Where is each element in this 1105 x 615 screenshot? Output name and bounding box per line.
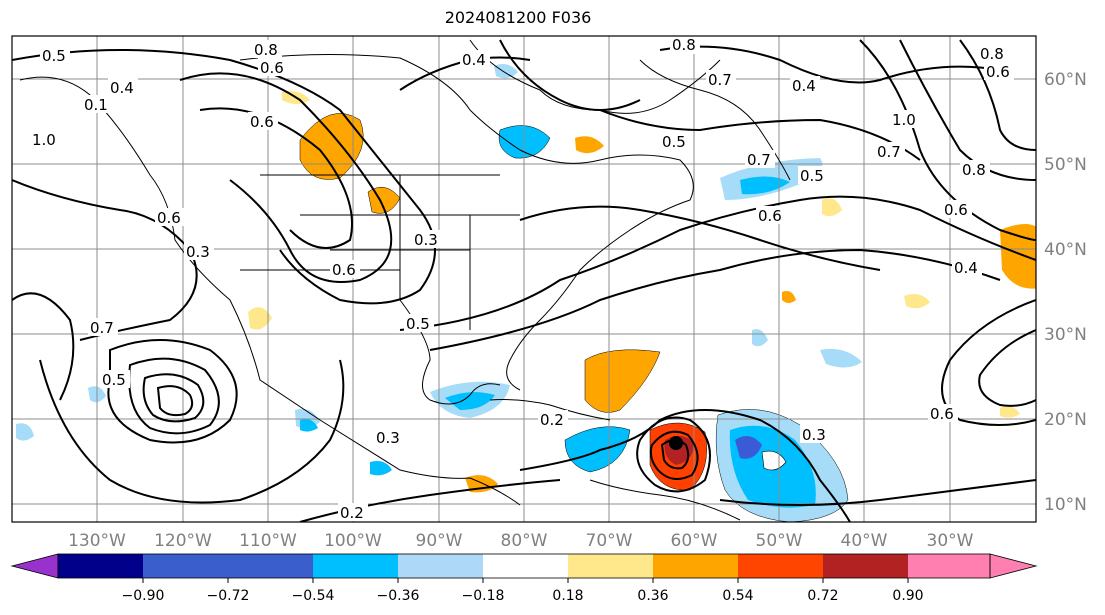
colorbar-extend-max <box>989 553 1038 579</box>
colorbar-outline <box>57 553 991 579</box>
colorbar-bin <box>568 554 653 578</box>
contour-label: 0.4 <box>792 77 816 95</box>
lat-label: 30°N <box>1044 325 1087 345</box>
contour-label: 0.8 <box>980 45 1004 63</box>
colorbar-tick-label: 0.90 <box>892 588 923 604</box>
contour-label: 0.6 <box>157 209 181 227</box>
colorbar-bin <box>313 554 398 578</box>
map-title: 2024081200 F036 <box>444 8 592 27</box>
contour-label: 0.3 <box>186 243 210 261</box>
graticule <box>12 36 1036 522</box>
lon-label: 130°W <box>68 531 126 551</box>
contour-label: 0.6 <box>930 405 954 423</box>
colorbar-tick-label: −0.54 <box>292 588 335 604</box>
contour-label: 0.7 <box>877 143 901 161</box>
contour-label: 0.4 <box>462 51 486 69</box>
contour-label: 0.5 <box>406 315 430 333</box>
lat-label: 10°N <box>1044 495 1087 515</box>
coastlines <box>19 39 791 521</box>
contour-label: 0.8 <box>672 36 696 54</box>
contour-label: 0.5 <box>800 167 824 185</box>
colorbar-tick-label: 0.36 <box>637 588 668 604</box>
lon-label: 40°W <box>841 531 888 551</box>
colorbar-bin <box>738 554 823 578</box>
storm-center-marker <box>669 436 683 450</box>
colorbar-bin <box>653 554 738 578</box>
colorbar-bin <box>228 554 313 578</box>
colorbar-bin <box>58 554 143 578</box>
contour-labels: 0.8 0.6 0.4 0.5 1.0 0.6 0.3 0.7 0.5 0.6 … <box>30 36 1014 522</box>
colorbar-tick-label: −0.90 <box>122 588 165 604</box>
map-panel: 0.8 0.6 0.4 0.5 1.0 0.6 0.3 0.7 0.5 0.6 … <box>12 36 1036 522</box>
contour-label: 0.6 <box>250 113 274 131</box>
contour-label: 0.7 <box>708 71 732 89</box>
colorbar-tick-label: 0.72 <box>807 588 838 604</box>
lon-label: 110°W <box>239 531 297 551</box>
colorbar-bin <box>483 554 568 578</box>
contour-label: 0.6 <box>260 59 284 77</box>
colorbar-tick-label: −0.18 <box>462 588 505 604</box>
colorbar-tick-label: 0.54 <box>722 588 753 604</box>
lon-label: 30°W <box>927 531 974 551</box>
contour-lines <box>12 39 1036 522</box>
map-frame <box>11 35 1037 523</box>
longitude-labels: 130°W 120°W 110°W 100°W 90°W 80°W 70°W 6… <box>68 531 974 551</box>
contour-label: 0.3 <box>802 426 826 444</box>
colorbar-tick-labels: −0.90 −0.72 −0.54 −0.36 −0.18 0.18 0.36 … <box>122 588 924 604</box>
colorbar-tick-label: −0.72 <box>207 588 250 604</box>
contour-label: 1.0 <box>892 111 916 129</box>
contour-label: 0.3 <box>414 231 438 249</box>
contour-label: 0.7 <box>747 151 771 169</box>
contour-label: 0.8 <box>962 161 986 179</box>
contour-label: 0.4 <box>110 79 134 97</box>
colorbar-tick-label: 0.18 <box>552 588 583 604</box>
shading-layer <box>16 64 1036 522</box>
contour-label: 0.1 <box>84 96 108 114</box>
contour-label: 0.6 <box>758 207 782 225</box>
contour-label: 0.7 <box>90 319 114 337</box>
lat-label: 20°N <box>1044 410 1087 430</box>
colorbar-bin <box>398 554 483 578</box>
colorbar-bin <box>823 554 908 578</box>
contour-label: 0.5 <box>42 47 66 65</box>
lon-label: 90°W <box>416 531 463 551</box>
contour-label: 0.5 <box>662 133 686 151</box>
contour-label: 0.4 <box>954 259 978 277</box>
colorbar-tick-marks <box>142 578 909 583</box>
contour-label: 0.6 <box>986 63 1010 81</box>
lat-label: 40°N <box>1044 240 1087 260</box>
contour-label: 0.6 <box>332 261 356 279</box>
contour-label: 0.2 <box>340 504 364 522</box>
lon-label: 80°W <box>501 531 548 551</box>
lat-label: 50°N <box>1044 155 1087 175</box>
latitude-labels: 60°N 50°N 40°N 30°N 20°N 10°N <box>1044 70 1087 515</box>
contour-label: 0.6 <box>944 201 968 219</box>
lon-label: 60°W <box>671 531 718 551</box>
colorbar: −0.90 −0.72 −0.54 −0.36 −0.18 0.18 0.36 … <box>10 553 1038 604</box>
lon-label: 100°W <box>324 531 382 551</box>
contour-label: 1.0 <box>32 131 56 149</box>
colorbar-bin <box>908 554 990 578</box>
contour-label: 0.8 <box>254 41 278 59</box>
lat-label: 60°N <box>1044 70 1087 90</box>
contour-label: 0.2 <box>540 411 564 429</box>
lon-label: 120°W <box>154 531 212 551</box>
colorbar-bin <box>143 554 228 578</box>
contour-label: 0.5 <box>102 371 126 389</box>
colorbar-extend-min <box>10 553 59 579</box>
contour-label: 0.3 <box>376 429 400 447</box>
colorbar-tick-label: −0.36 <box>377 588 420 604</box>
lon-label: 70°W <box>586 531 633 551</box>
lon-label: 50°W <box>756 531 803 551</box>
